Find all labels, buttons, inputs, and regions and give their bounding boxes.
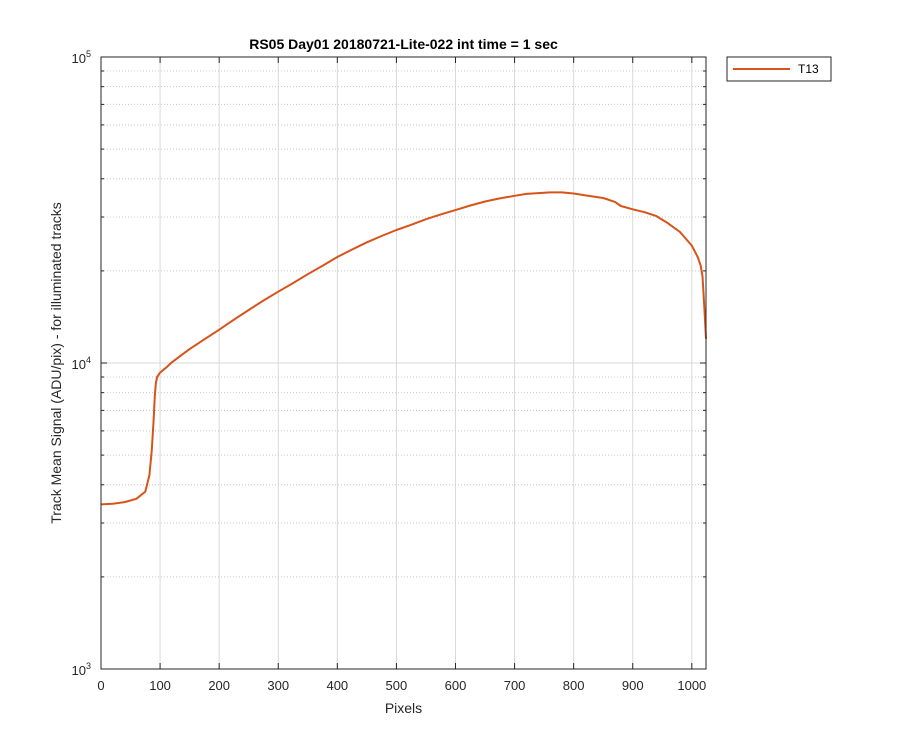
x-tick-label: 700 xyxy=(504,678,526,693)
series-line-t13 xyxy=(100,191,707,506)
x-tick-label: 900 xyxy=(622,678,644,693)
x-tick-label: 0 xyxy=(97,678,104,693)
y-tick-label: 105 xyxy=(72,49,91,66)
plot-series xyxy=(100,191,707,506)
legend-label-t13: T13 xyxy=(798,62,819,76)
y-tick-label: 103 xyxy=(72,661,91,678)
chart-title: RS05 Day01 20180721-Lite-022 int time = … xyxy=(249,36,558,52)
x-tick-label: 200 xyxy=(208,678,230,693)
y-axis-label: Track Mean Signal (ADU/pix) - for illumi… xyxy=(48,202,64,524)
legend: T13 xyxy=(726,56,832,82)
axis-ticks: 0 100 200 300 400 500 600 700 800 900 1000 103 104 10… xyxy=(72,49,707,693)
x-tick-label: 1000 xyxy=(677,678,706,693)
x-axis-label: Pixels xyxy=(385,700,422,716)
x-tick-label: 600 xyxy=(445,678,467,693)
x-tick-label: 300 xyxy=(267,678,289,693)
x-tick-label: 800 xyxy=(563,678,585,693)
y-tick-label: 104 xyxy=(72,355,91,372)
x-tick-label: 500 xyxy=(386,678,408,693)
x-tick-label: 100 xyxy=(149,678,171,693)
x-tick-label: 400 xyxy=(326,678,348,693)
grid xyxy=(100,56,706,670)
